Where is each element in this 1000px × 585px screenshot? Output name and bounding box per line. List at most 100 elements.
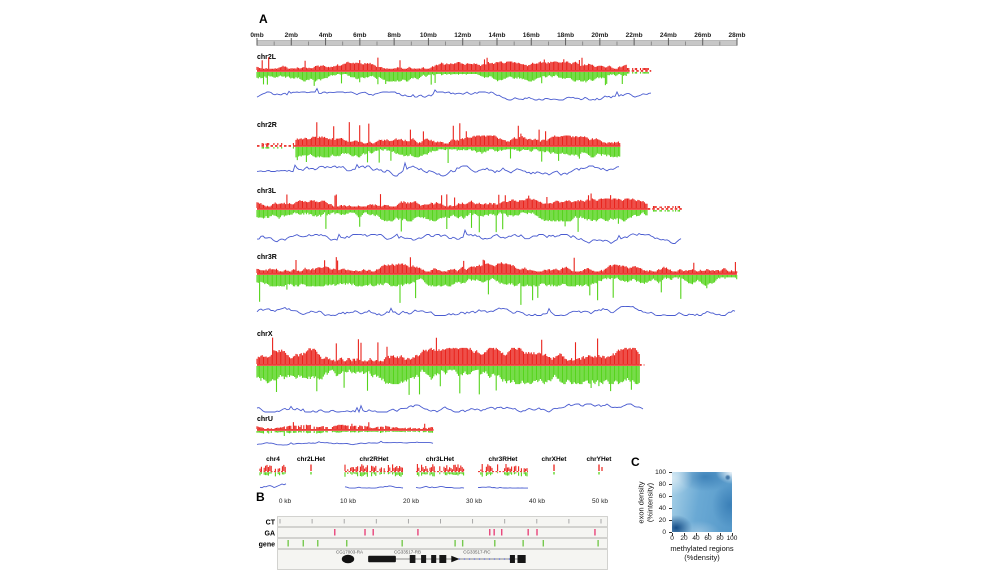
exon-box xyxy=(409,555,416,563)
red-density-track xyxy=(259,464,286,471)
ruler-label: 4mb xyxy=(319,32,332,39)
heatmap-y-axis-title: exon density (%intensity) xyxy=(637,458,655,548)
ruler-label: 0mb xyxy=(250,32,263,39)
ruler-label: 28mb xyxy=(728,32,745,39)
blue-signal-line xyxy=(256,306,736,317)
ruler-label: 18mb xyxy=(557,32,574,39)
heatmap-y-tick xyxy=(668,507,672,509)
chromosome-label: chrU xyxy=(257,416,273,423)
red-density-track xyxy=(344,464,403,471)
heatmap-x-tick xyxy=(683,532,685,536)
red-density-track xyxy=(416,464,465,471)
panel-b-label: B xyxy=(256,490,265,504)
ruler-label: 12mb xyxy=(454,32,471,39)
heatmap-x-tick-label: 80 xyxy=(716,534,724,542)
gene-name-label: CG17003-RA xyxy=(336,550,363,555)
intron-dot xyxy=(498,558,501,560)
green-density-track xyxy=(261,147,621,163)
red-density-track xyxy=(256,337,640,364)
red-density-track xyxy=(256,193,681,208)
chromosome-label: chr3RHet xyxy=(489,456,519,463)
mb-ruler: 0mb 2mb 4mb 6mb 8mb 10mb 12mb 14mb 16mb 18mb 20mb 2… xyxy=(250,32,746,46)
x-axis-title-line2: (%density) xyxy=(684,552,720,562)
x-axis-title-line1: methylated regions xyxy=(670,544,734,553)
ruler-label: 2mb xyxy=(285,32,298,39)
chromosome-track-chr3L: chr3L xyxy=(256,188,683,244)
intron-dot xyxy=(483,558,486,560)
transcript-thick-exon xyxy=(368,555,396,563)
green-density-track xyxy=(344,472,403,477)
heatmap-x-tick xyxy=(719,532,721,536)
blue-signal-line xyxy=(256,87,652,101)
chromosome-label: chr4 xyxy=(266,456,280,463)
ruler-label: 8mb xyxy=(387,32,400,39)
heatmap-y-tick xyxy=(668,471,672,473)
het-track-chr2LHet: chr2LHet xyxy=(297,456,326,475)
green-density-track xyxy=(259,472,286,477)
chromosome-label: chr3R xyxy=(257,254,277,261)
exon-box xyxy=(509,555,515,563)
red-density-track xyxy=(256,422,434,429)
ruler-label: 14mb xyxy=(489,32,506,39)
green-density-track xyxy=(256,431,434,436)
panel-b-box-ct xyxy=(277,516,608,527)
exon-box xyxy=(439,555,447,563)
blue-signal-line xyxy=(344,485,404,489)
chromosome-label: chr2L xyxy=(257,54,277,61)
red-density-track xyxy=(480,464,528,471)
het-track-chrYHet: chrYHet xyxy=(587,456,612,475)
heatmap-y-tick-label: 100 xyxy=(655,468,666,476)
blue-signal-line xyxy=(256,228,682,244)
het-track-chr3LHet: chr3LHet xyxy=(415,456,465,489)
intron-dot xyxy=(503,558,506,560)
heatmap-x-tick-label: 60 xyxy=(704,534,712,542)
chromosome-track-chrX: chrX xyxy=(256,331,645,414)
gene-oval xyxy=(341,554,355,564)
gene-name-label: CG33517-RB xyxy=(394,550,421,555)
intron-dot xyxy=(488,558,491,560)
kb-scale-label: 20 kb xyxy=(403,498,419,505)
track-row-label: GA xyxy=(265,531,276,538)
methylation-exon-density-heatmap xyxy=(672,472,732,532)
heatmap-y-tick-label: 40 xyxy=(658,504,666,512)
transcript-arrow-icon xyxy=(451,555,460,563)
chromosome-label: chr3LHet xyxy=(426,456,455,463)
panel-b-track-view: 0 kb 10 kb 20 kb 30 kb 40 kb 50 kb CT GA gene CG1… xyxy=(259,498,608,570)
blue-signal-line xyxy=(415,485,465,489)
green-density-track xyxy=(256,275,738,305)
blue-signal-line xyxy=(259,483,287,489)
intron-dot xyxy=(493,558,496,560)
green-density-track xyxy=(480,472,528,477)
blue-signal-line xyxy=(256,161,620,177)
chromosome-track-chr3R: chr3R xyxy=(256,254,738,317)
kb-scale-label: 30 kb xyxy=(466,498,482,505)
heatmap-y-tick xyxy=(668,519,672,521)
chromosome-label: chr2LHet xyxy=(297,456,326,463)
heatmap-x-tick xyxy=(671,532,673,536)
blue-signal-line xyxy=(477,486,528,489)
green-density-track xyxy=(256,72,649,86)
het-track-chr4: chr4 xyxy=(259,456,287,489)
ruler-label: 10mb xyxy=(420,32,437,39)
intron-dot xyxy=(473,558,476,560)
kb-scale-label: 10 kb xyxy=(340,498,356,505)
heatmap-x-tick xyxy=(695,532,697,536)
track-row-label: gene xyxy=(259,542,275,549)
heatmap-y-tick-label: 20 xyxy=(658,516,666,524)
intron-dot xyxy=(478,558,481,560)
intron-dot xyxy=(458,558,461,560)
chromosome-track-chr2R: chr2R xyxy=(256,122,621,177)
exon-box xyxy=(517,555,526,563)
red-density-track xyxy=(261,122,621,145)
het-track-chr3RHet: chr3RHet xyxy=(477,456,528,489)
panel-b-box-gene xyxy=(277,538,608,549)
gene-name-label: CG33517-RC xyxy=(463,550,491,555)
heatmap-y-tick xyxy=(668,531,672,533)
red-density-track xyxy=(256,57,649,70)
heatmap-x-tick-label: 20 xyxy=(680,534,688,542)
exon-box xyxy=(431,555,437,563)
blue-signal-line xyxy=(256,440,434,446)
ruler-label: 20mb xyxy=(591,32,608,39)
